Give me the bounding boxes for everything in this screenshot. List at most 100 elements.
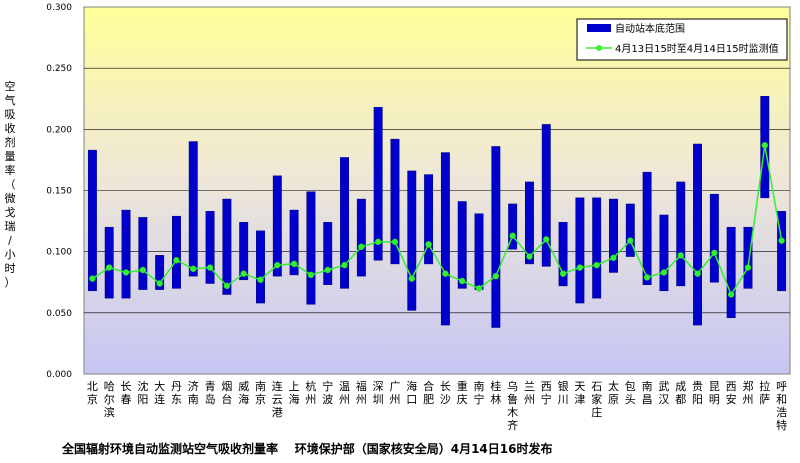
range-bar [726, 226, 736, 318]
value-point [122, 269, 130, 276]
x-tick-label: 银川 [558, 379, 569, 406]
legend-range-swatch [587, 24, 611, 32]
range-bar [558, 222, 568, 287]
x-tick-label: 南昌 [642, 380, 653, 406]
value-point [509, 232, 516, 240]
range-bar [239, 222, 249, 281]
value-point [727, 291, 735, 298]
x-tick-label: 西安 [726, 380, 737, 406]
x-tick-label: 长沙 [440, 380, 451, 406]
y-axis-label: 空气吸收剂量率（微戈瑞/小时） [5, 79, 16, 289]
x-tick-label: 南宁 [474, 380, 485, 406]
x-tick-label: 丹东 [171, 380, 182, 406]
legend-value-marker [596, 45, 602, 51]
value-point [660, 269, 668, 276]
legend-value-label: 4月13日15时至4月14日15时监测值 [615, 42, 779, 55]
range-bar [457, 201, 467, 289]
value-point [610, 254, 617, 262]
value-point [290, 260, 298, 268]
value-point [711, 249, 718, 257]
x-tick-label: 哈尔滨 [104, 380, 115, 419]
range-bar [525, 181, 534, 265]
range-bar [256, 230, 265, 304]
x-tick-label: 长春 [121, 380, 132, 406]
radiation-chart: 0.000 0.050 0.100 0.150 0.200 0.250 0.300 北京哈尔… [5, 3, 791, 432]
y-tick-label: 0.000 [46, 370, 72, 380]
value-point [492, 272, 500, 280]
value-point [627, 237, 634, 244]
value-point [173, 256, 180, 264]
range-bar [222, 198, 232, 295]
legend-range-label: 自动站本底范围 [615, 22, 685, 35]
range-bar [356, 198, 366, 277]
range-bar [373, 107, 383, 261]
value-point [307, 271, 315, 279]
value-point [139, 266, 147, 274]
x-tick-label: 包头 [625, 380, 636, 406]
value-point [190, 265, 197, 273]
x-tick-label: 济南 [188, 379, 199, 406]
range-bar [188, 141, 198, 277]
range-bar [709, 193, 719, 283]
x-tick-label: 青岛 [205, 380, 216, 406]
x-tick-label: 连云港 [272, 380, 283, 419]
value-point [744, 264, 752, 271]
range-bar [777, 211, 787, 292]
range-bar [676, 181, 686, 287]
y-tick-label: 0.150 [46, 187, 72, 197]
x-tick-label: 威海 [238, 380, 249, 406]
value-point [240, 270, 247, 277]
y-tick-label: 0.050 [46, 309, 72, 319]
x-tick-label: 沈阳 [137, 379, 148, 406]
x-tick-label: 南京 [255, 380, 266, 406]
range-bar [155, 255, 165, 290]
range-bar [272, 175, 282, 277]
range-bar [474, 213, 484, 290]
value-point [761, 141, 769, 149]
value-point [593, 261, 600, 269]
range-bar [693, 143, 702, 326]
x-tick-label: 昆明 [709, 380, 720, 406]
value-point [643, 274, 651, 281]
x-tick-label: 武汉 [658, 380, 669, 406]
y-tick-label: 0.300 [46, 3, 72, 13]
value-point [677, 252, 684, 259]
value-point [458, 277, 466, 285]
x-tick-label: 桂林 [490, 379, 501, 406]
x-tick-label: 宁波 [322, 379, 333, 406]
range-bar [104, 226, 114, 299]
range-bar [407, 170, 417, 311]
value-point [223, 282, 231, 290]
grid-lines [84, 67, 790, 314]
y-tick-label: 0.200 [46, 125, 72, 135]
range-bar [205, 211, 215, 284]
value-point [89, 275, 96, 282]
value-point [156, 280, 163, 287]
value-point [526, 253, 533, 260]
value-point [105, 264, 113, 271]
legend: 自动站本底范围 4月13日15时至4月14日15时监测值 [576, 18, 788, 61]
x-tick-label: 石家庄 [591, 380, 602, 419]
range-bar [625, 203, 635, 257]
range-bar [575, 197, 585, 304]
y-axis-title: 空气吸收剂量率（微戈瑞/小时） [5, 79, 16, 289]
x-tick-label: 海口 [406, 379, 417, 406]
range-bar [592, 197, 602, 299]
value-point [576, 264, 584, 271]
x-tick-label: 广州 [389, 380, 400, 406]
range-bar [138, 217, 148, 290]
value-point [324, 266, 331, 274]
value-point [543, 236, 550, 243]
range-bar [642, 171, 652, 285]
x-tick-label: 兰州 [524, 380, 535, 406]
value-point [358, 243, 365, 251]
range-bar [172, 215, 181, 289]
chart-footer: 全国辐射环境自动监测站空气吸收剂量率 环境保护部（国家核安全局）4月14日16时… [62, 442, 553, 456]
legend-box [576, 18, 788, 61]
value-point [257, 276, 264, 284]
x-tick-label: 深圳 [373, 380, 384, 406]
range-bar [609, 198, 618, 273]
range-bar [340, 157, 350, 289]
x-tick-label: 呼和浩特 [776, 380, 787, 432]
value-point [425, 241, 432, 248]
